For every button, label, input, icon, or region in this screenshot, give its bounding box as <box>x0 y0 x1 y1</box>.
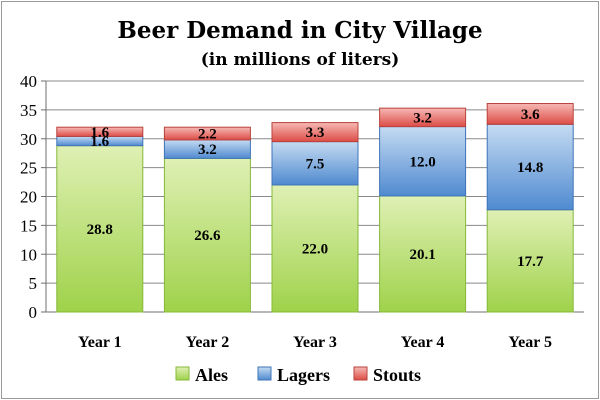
y-tick-label: 30 <box>20 130 37 149</box>
x-category-label: Year 4 <box>401 334 445 351</box>
legend-swatch-lagers <box>257 366 272 381</box>
x-category-label: Year 1 <box>78 334 122 351</box>
bar-lagers-3 <box>271 141 359 186</box>
data-label: 12.0 <box>409 154 435 170</box>
legend-swatch-ales <box>175 366 190 381</box>
y-tick-label: 5 <box>29 274 38 293</box>
data-label: 20.1 <box>409 247 435 263</box>
x-category-label: Year 5 <box>508 334 552 351</box>
data-label: 7.5 <box>306 156 325 172</box>
y-tick-label: 20 <box>20 188 37 207</box>
data-label: 2.2 <box>198 127 217 143</box>
data-label: 1.6 <box>90 125 109 141</box>
bar-stouts-5 <box>486 103 574 125</box>
chart-title: Beer Demand in City Village <box>117 17 482 44</box>
legend-label-lagers: Lagers <box>277 365 330 385</box>
y-axis-ticks: 0 5 10 15 20 25 30 35 40 <box>20 72 37 322</box>
y-tick-label: 15 <box>20 216 37 235</box>
data-labels: 28.81.61.626.63.22.222.07.53.320.112.03.… <box>87 107 544 270</box>
bar-ales-2 <box>163 157 251 313</box>
y-tick-label: 35 <box>20 101 37 120</box>
bar-ales-4 <box>379 195 467 313</box>
bars <box>56 103 574 313</box>
y-tick-label: 0 <box>29 303 38 322</box>
legend-label-ales: Ales <box>195 365 228 385</box>
bar-ales-3 <box>271 184 359 313</box>
bar-stouts-4 <box>379 107 467 128</box>
bar-stouts-2 <box>163 126 251 141</box>
bar-lagers-5 <box>486 123 574 211</box>
legend: Ales Lagers Stouts <box>175 365 421 385</box>
x-axis-categories: Year 1 Year 2 Year 3 Year 4 Year 5 <box>78 334 552 351</box>
legend-label-stouts: Stouts <box>373 365 421 385</box>
data-label: 17.7 <box>517 254 544 270</box>
data-label: 3.2 <box>413 110 432 126</box>
y-tick-label: 40 <box>20 72 37 91</box>
bar-ales-5 <box>486 209 574 313</box>
data-label: 3.3 <box>306 125 325 141</box>
data-label: 22.0 <box>302 241 328 257</box>
y-tick-label: 25 <box>20 159 37 178</box>
data-label: 26.6 <box>194 228 221 244</box>
data-label: 1.6 <box>90 134 109 150</box>
bar-stouts-3 <box>271 122 359 143</box>
data-label: 3.2 <box>198 142 217 158</box>
bar-lagers-4 <box>379 126 467 197</box>
x-category-label: Year 2 <box>186 334 230 351</box>
chart-subtitle: (in millions of liters) <box>201 50 400 70</box>
data-label: 28.8 <box>87 222 113 238</box>
data-label: 3.6 <box>521 107 540 123</box>
bar-stouts-1 <box>56 126 144 137</box>
legend-swatch-stouts <box>353 366 368 381</box>
data-label: 14.8 <box>517 160 543 176</box>
x-category-label: Year 3 <box>293 334 337 351</box>
y-tick-label: 10 <box>20 245 37 264</box>
bar-ales-1 <box>56 145 144 313</box>
